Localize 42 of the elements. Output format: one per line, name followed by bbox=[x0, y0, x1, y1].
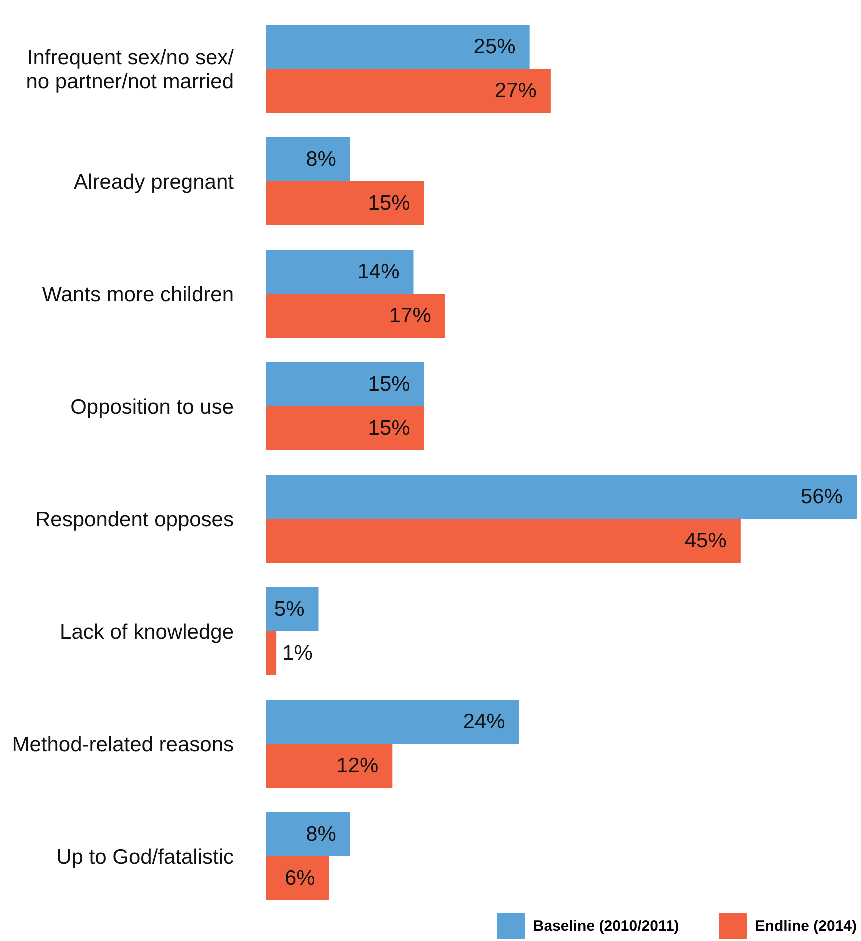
bar bbox=[266, 294, 446, 338]
bar bbox=[266, 812, 350, 856]
y-tick-label: Respondent opposes bbox=[36, 508, 234, 531]
legend-label: Baseline (2010/2011) bbox=[533, 918, 680, 934]
data-label: 8% bbox=[306, 823, 336, 846]
bar bbox=[266, 138, 350, 182]
data-label: 15% bbox=[368, 417, 410, 440]
data-label: 6% bbox=[284, 867, 316, 890]
y-tick-label: Lack of knowledge bbox=[60, 620, 234, 644]
y-tick-label: Already pregnant bbox=[74, 170, 234, 194]
bar bbox=[266, 182, 424, 226]
bar bbox=[266, 25, 530, 69]
data-label: 17% bbox=[389, 304, 432, 328]
bar bbox=[266, 475, 857, 519]
data-label: 45% bbox=[684, 530, 727, 552]
data-label: 12% bbox=[336, 754, 379, 778]
bar bbox=[266, 588, 319, 632]
bar bbox=[266, 362, 424, 406]
y-tick-label: Wants more children bbox=[42, 282, 234, 306]
bar bbox=[266, 700, 520, 744]
bar bbox=[266, 406, 424, 450]
data-label: 24% bbox=[463, 710, 506, 734]
legend-label: Endline (2014) bbox=[755, 918, 857, 934]
data-label: 14% bbox=[358, 260, 400, 284]
bar bbox=[266, 250, 414, 294]
y-tick-label: Opposition to use bbox=[70, 395, 234, 418]
data-label: 8% bbox=[306, 148, 336, 171]
bar bbox=[266, 632, 277, 676]
bar bbox=[266, 69, 551, 113]
data-label: 25% bbox=[474, 36, 516, 58]
bar bbox=[266, 744, 393, 788]
bar bbox=[266, 856, 330, 900]
bar bbox=[266, 519, 741, 563]
data-label: 15% bbox=[368, 192, 410, 215]
y-tick-label: Up to God/fatalistic bbox=[56, 845, 234, 868]
y-tick-label: Infrequent sex/no sex/ no partner/not married bbox=[26, 46, 234, 93]
y-tick-label: Method-related reasons bbox=[12, 732, 234, 756]
data-label: 5% bbox=[274, 598, 305, 621]
data-label: 56% bbox=[800, 486, 843, 508]
data-label: 15% bbox=[368, 373, 410, 396]
data-label: 1% bbox=[282, 642, 313, 665]
data-label: 27% bbox=[494, 80, 537, 102]
